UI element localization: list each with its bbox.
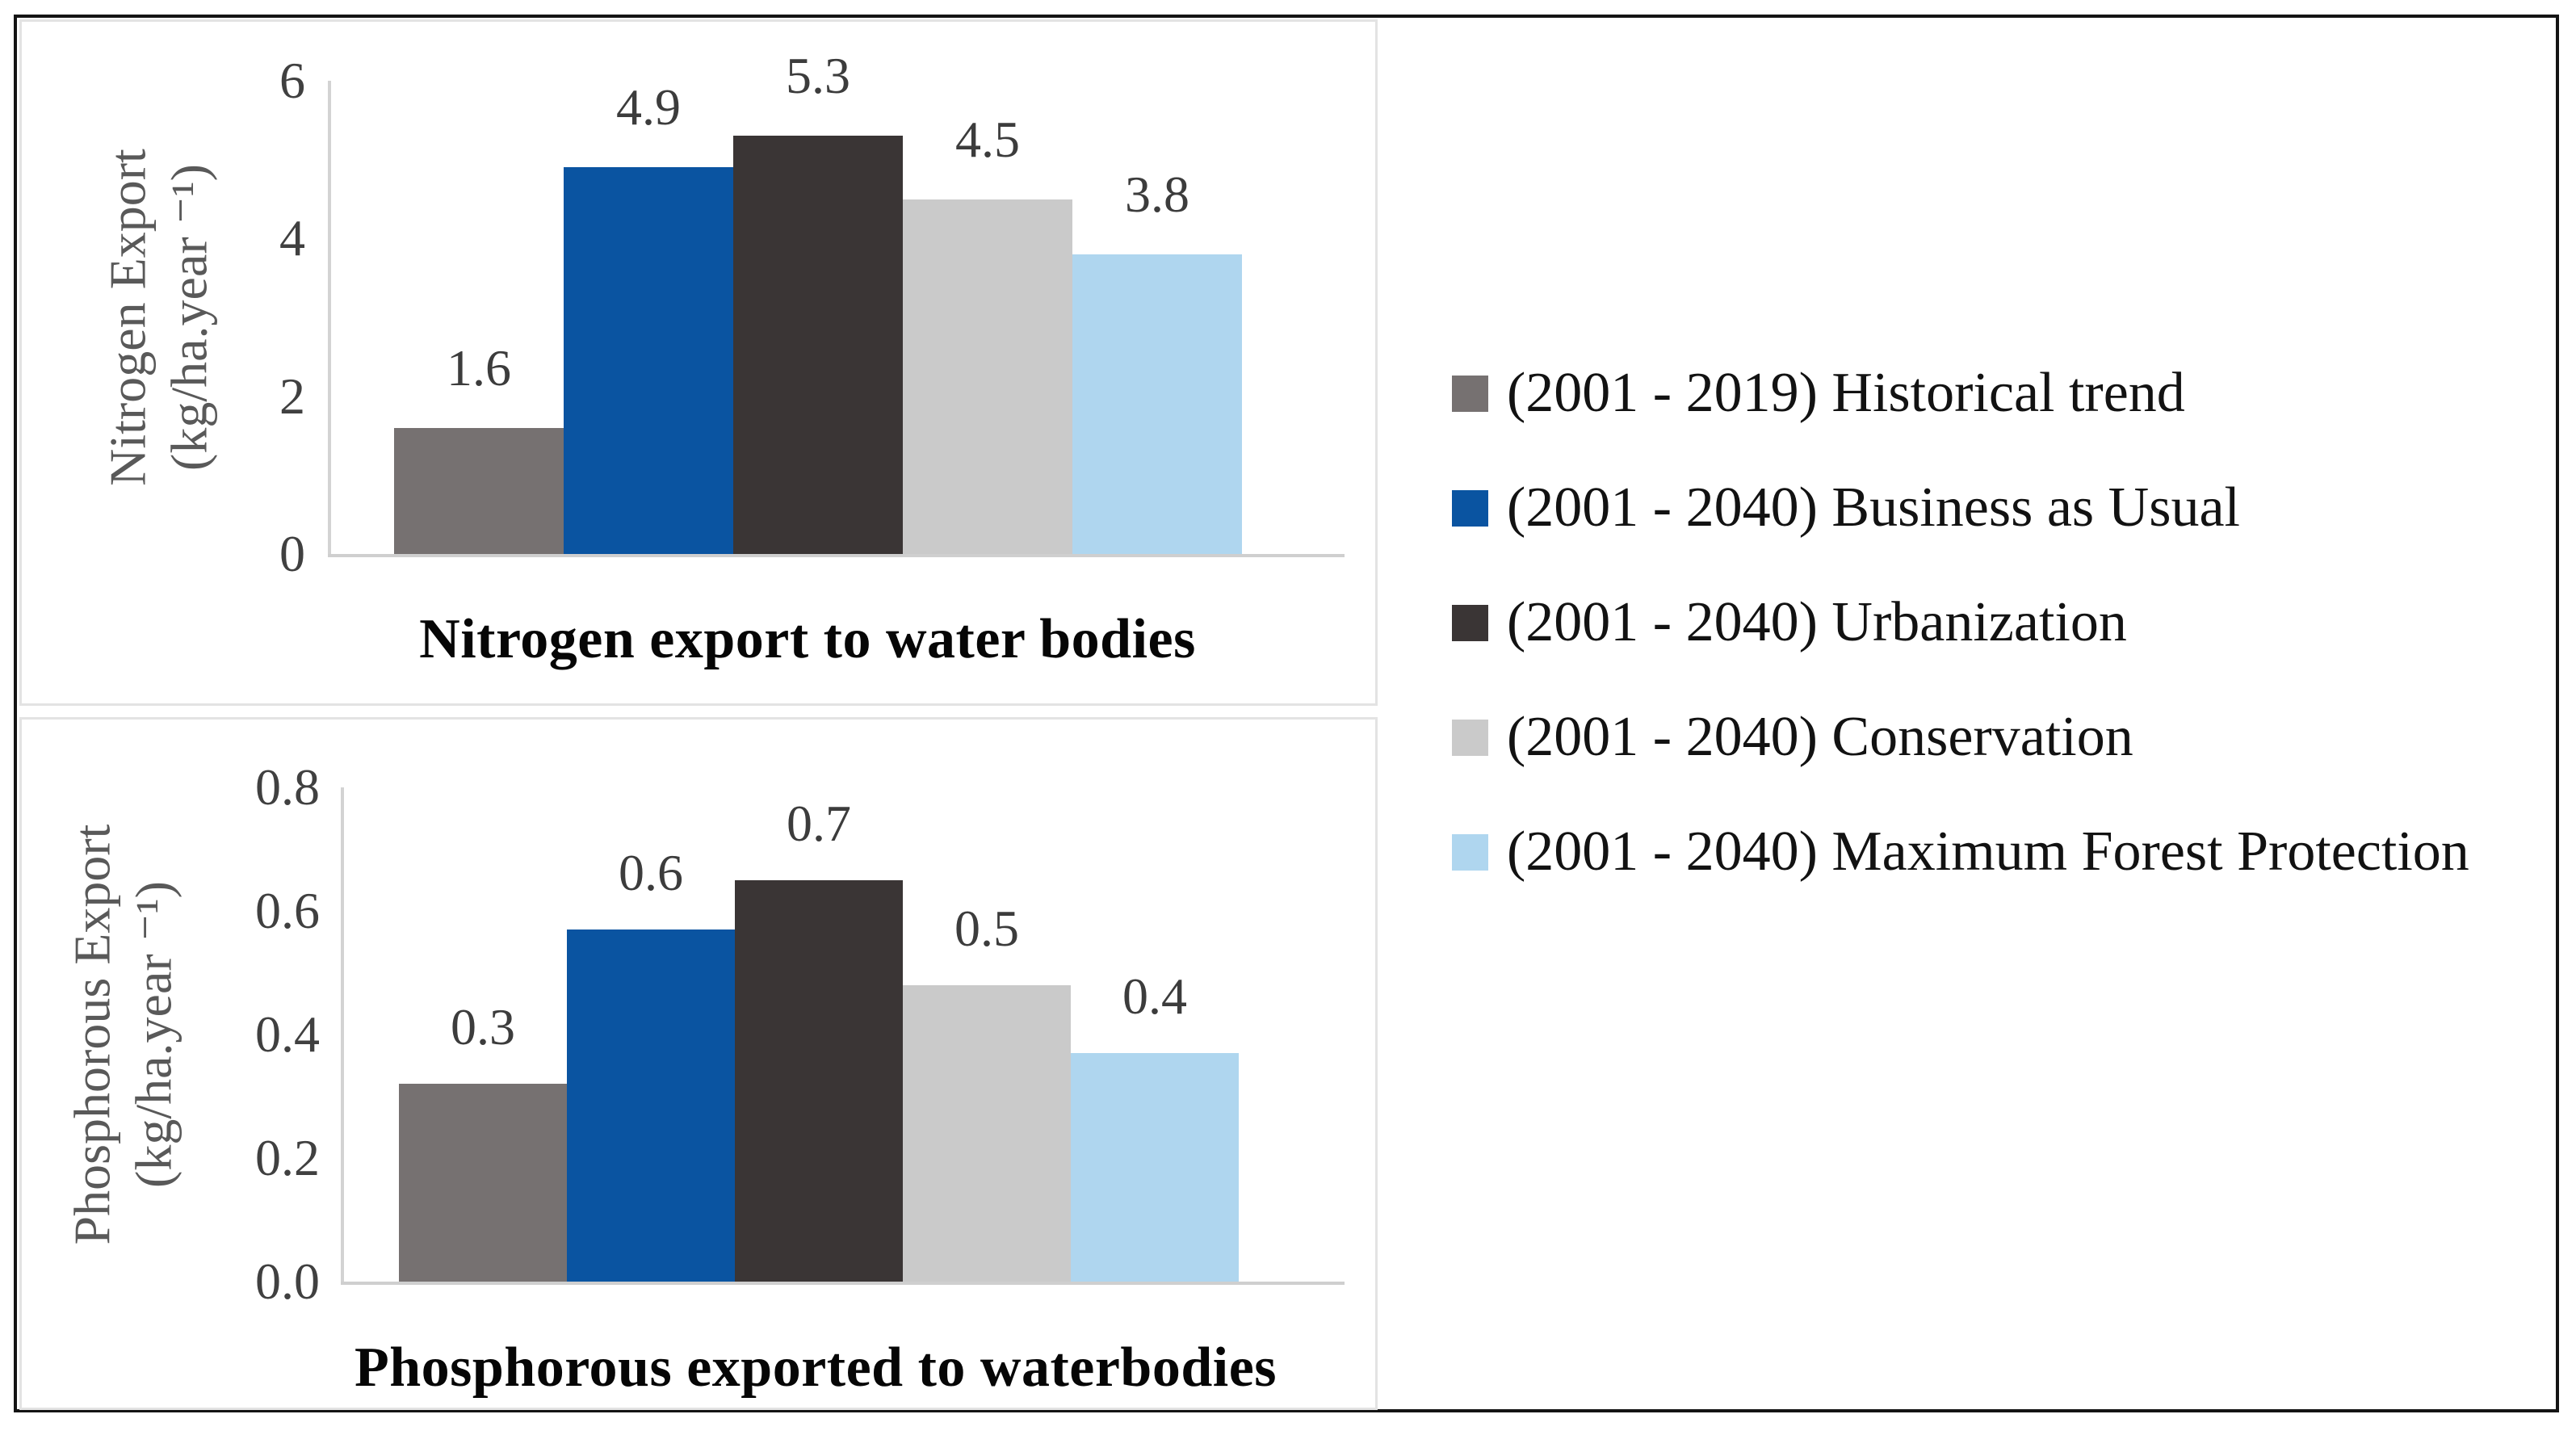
bar	[735, 879, 903, 1282]
bar	[903, 984, 1071, 1282]
x-axis-line	[328, 554, 1345, 557]
chart-title: Phosphorous exported to waterbodies	[354, 1337, 1278, 1399]
y-tick-label: 0.8	[255, 758, 320, 816]
bar	[564, 167, 733, 554]
chart-title: Nitrogen export to water bodies	[419, 608, 1196, 670]
bar-value-label: 0.3	[451, 998, 515, 1056]
bar-value-label: 0.6	[619, 843, 683, 901]
bar	[567, 929, 735, 1282]
bar-value-label: 4.5	[955, 110, 1020, 168]
y-tick-label: 6	[279, 52, 305, 109]
y-tick-label: 4	[279, 209, 305, 267]
y-tick-label: 0.0	[255, 1253, 320, 1310]
bar-value-label: 0.4	[1122, 967, 1187, 1025]
bar-value-label: 3.8	[1125, 165, 1189, 223]
bar-value-label: 5.3	[786, 47, 850, 105]
y-axis-title-line2: (kg/ha.year ⁻¹)	[160, 164, 217, 471]
y-axis-title: Nitrogen Export (kg/ha.year ⁻¹)	[97, 149, 219, 486]
y-axis-line	[341, 787, 344, 1282]
y-tick-label: 0.2	[255, 1129, 320, 1186]
bar	[903, 199, 1072, 554]
bar	[1071, 1052, 1239, 1282]
y-axis-title-line2: (kg/ha.year ⁻¹)	[124, 881, 182, 1188]
y-axis-title-line1: Nitrogen Export	[99, 149, 157, 486]
y-tick-label: 2	[279, 367, 305, 425]
y-axis-title-line1: Phosphorous Export	[63, 824, 121, 1245]
bar-value-label: 1.6	[447, 338, 511, 397]
y-axis-line	[328, 81, 331, 554]
y-axis-title: Phosphorous Export (kg/ha.year ⁻¹)	[61, 825, 183, 1245]
bar	[1072, 254, 1242, 554]
bar	[399, 1084, 567, 1282]
bar-value-label: 0.7	[787, 794, 851, 852]
figure-border	[14, 15, 2559, 1412]
bar	[733, 136, 903, 554]
y-tick-label: 0.4	[255, 1005, 320, 1063]
bar-value-label: 4.9	[616, 78, 681, 136]
y-tick-label: 0	[279, 525, 305, 582]
bar-value-label: 0.5	[954, 899, 1019, 957]
bar	[394, 427, 564, 554]
y-tick-label: 0.6	[255, 882, 320, 939]
x-axis-line	[341, 1282, 1345, 1285]
